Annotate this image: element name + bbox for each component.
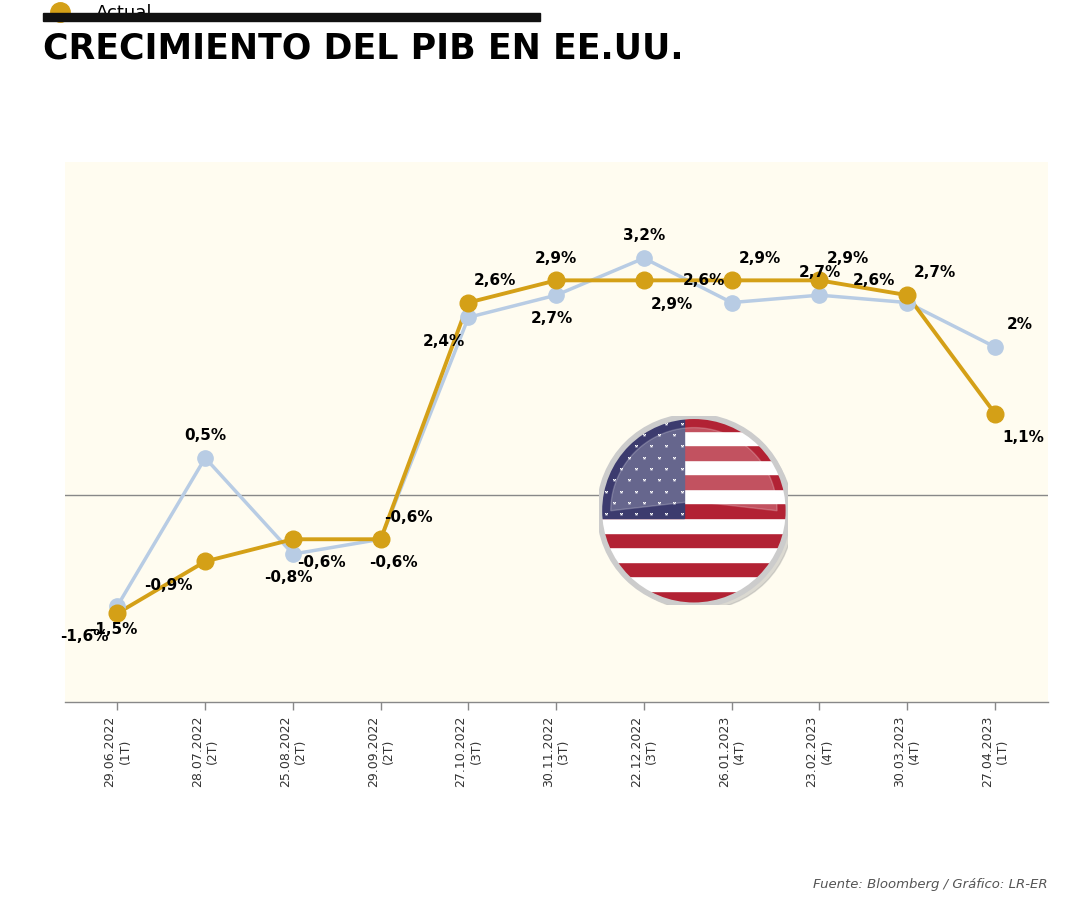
Text: Fuente: Bloomberg / Gráfico: LR-ER: Fuente: Bloomberg / Gráfico: LR-ER [813,878,1048,891]
Bar [599,562,788,576]
Text: 2,9%: 2,9% [826,251,868,266]
Text: 2,6%: 2,6% [853,273,895,288]
Text: 2,4%: 2,4% [422,334,465,348]
Bar [599,431,788,446]
Text: 2,6%: 2,6% [474,273,516,288]
Text: 1,1%: 1,1% [1002,429,1044,445]
Text: 3,2%: 3,2% [623,229,665,244]
Text: -1,6%: -1,6% [59,629,108,644]
Text: -0,9%: -0,9% [144,578,192,592]
Text: 2%: 2% [1007,317,1032,332]
Text: 2,9%: 2,9% [739,251,781,266]
Text: -0,6%: -0,6% [369,555,418,571]
Text: -0,8%: -0,8% [265,571,313,585]
Text: 0,5%: 0,5% [184,428,227,443]
Text: -1,5%: -1,5% [89,622,137,637]
Bar [599,590,788,605]
Bar [599,576,788,590]
Text: -0,6%: -0,6% [384,509,433,525]
Circle shape [604,421,793,610]
Bar [599,416,685,518]
Text: 2,7%: 2,7% [798,266,840,281]
Text: 2,7%: 2,7% [914,266,957,281]
Bar [599,533,788,547]
Text: 2,7%: 2,7% [530,311,572,327]
Bar [599,489,788,503]
Legend: Proyección, Actual: Proyección, Actual [35,0,201,30]
Text: 2,6%: 2,6% [683,273,725,288]
Bar [599,518,788,533]
Bar [599,547,788,562]
Bar [599,503,788,518]
Bar [599,446,788,460]
Bar [599,416,788,431]
Text: -0,6%: -0,6% [297,555,346,571]
Text: 2,9%: 2,9% [651,296,693,311]
Bar [599,460,788,474]
Bar [599,474,788,489]
Text: 2,9%: 2,9% [535,251,578,266]
Polygon shape [611,428,778,511]
Text: CRECIMIENTO DEL PIB EN EE.UU.: CRECIMIENTO DEL PIB EN EE.UU. [43,32,684,66]
